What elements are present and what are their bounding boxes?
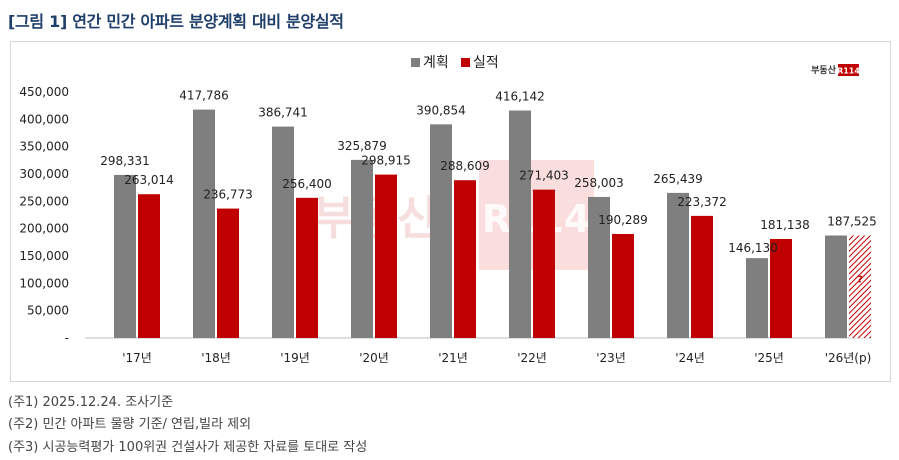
y-tick-label: 150,000 <box>19 249 69 263</box>
data-label-actual: 223,372 <box>677 195 727 209</box>
y-tick-label: 300,000 <box>19 167 69 181</box>
bar-actual <box>217 208 239 338</box>
data-label-actual: 190,289 <box>598 213 648 227</box>
data-labels: 298,331 263,014 417,786 236,773 386,741 256,4… <box>100 89 877 286</box>
x-tick-label: '24년 <box>675 351 705 365</box>
bar-plan <box>509 110 531 339</box>
data-label-plan: 386,741 <box>258 106 308 120</box>
x-tick-label: '22년 <box>517 351 547 365</box>
data-label-plan: 325,879 <box>337 139 387 153</box>
data-label-actual: ? <box>857 275 863 286</box>
legend-label-plan: 계획 <box>423 55 449 71</box>
bar-plan <box>351 159 373 338</box>
y-tick-label: - <box>65 331 69 345</box>
bar-plan <box>193 109 215 338</box>
bar-actual <box>612 233 634 338</box>
data-label-actual: 271,403 <box>519 169 569 183</box>
legend-swatch-plan <box>411 58 420 67</box>
x-tick-label: '19년 <box>280 351 310 365</box>
bar-plan <box>667 192 689 338</box>
x-tick-label: '20년 <box>359 351 389 365</box>
bar-actual <box>533 189 555 338</box>
chart-frame: 부동산 R114 부동산 R114 계획 실적 - 50,000 100,000 15… <box>10 41 891 382</box>
logo-text: 부동산 <box>811 64 837 76</box>
y-tick-label: 400,000 <box>19 112 69 126</box>
bar-plan <box>746 258 768 338</box>
y-tick-label: 350,000 <box>19 140 69 154</box>
data-label-actual: 236,773 <box>203 188 253 202</box>
data-label-plan: 390,854 <box>416 103 466 117</box>
y-tick-label: 50,000 <box>27 304 69 318</box>
legend-label-actual: 실적 <box>473 55 499 71</box>
data-label-actual: 256,400 <box>282 177 332 191</box>
bar-actual-forecast <box>849 235 871 338</box>
bars <box>114 109 871 339</box>
x-tick-label: '18년 <box>201 351 231 365</box>
data-label-plan: 417,786 <box>179 89 229 103</box>
data-label-actual: 263,014 <box>124 173 174 187</box>
bar-actual <box>691 215 713 338</box>
note-1: (주1) 2025.12.24. 조사기준 <box>8 395 174 410</box>
data-label-actual: 298,915 <box>361 154 411 168</box>
data-label-plan: 265,439 <box>653 172 703 186</box>
x-tick-label: '26년(p) <box>825 351 872 365</box>
x-tick-label: '21년 <box>438 351 468 365</box>
data-label-actual: 288,609 <box>440 159 490 173</box>
bar-actual <box>454 180 476 338</box>
data-label-plan: 258,003 <box>574 176 624 190</box>
data-label-actual: 181,138 <box>760 218 810 232</box>
y-tick-label: 100,000 <box>19 276 69 290</box>
data-label-plan: 187,525 <box>827 214 877 228</box>
y-axis: - 50,000 100,000 150,000 200,000 250,000 300,0… <box>19 85 69 345</box>
bar-actual <box>138 194 160 338</box>
note-3: (주3) 시공능력평가 100위권 건설사가 제공한 자료를 토대로 작성 <box>8 440 368 455</box>
x-tick-label: '23년 <box>596 351 626 365</box>
note-2: (주2) 민간 아파트 물량 기준/ 연립,빌라 제외 <box>8 417 252 432</box>
logo-mark-box <box>838 64 859 76</box>
bar-plan <box>114 174 136 338</box>
legend: 계획 실적 <box>411 55 499 71</box>
bar-plan <box>272 126 294 338</box>
x-tick-label: '17년 <box>122 351 152 365</box>
bar-actual <box>770 238 792 338</box>
legend-swatch-actual <box>461 58 470 67</box>
figure-title: [그림 1] 연간 민간 아파트 분양계획 대비 분양실적 <box>8 12 344 31</box>
y-tick-label: 200,000 <box>19 222 69 236</box>
data-label-plan: 298,331 <box>100 154 150 168</box>
bar-actual <box>296 197 318 338</box>
bar-actual <box>375 174 397 338</box>
x-axis: '17년 '18년 '19년 '20년 '21년 '22년 '23년 '24년 '25년 '26년… <box>85 337 872 365</box>
y-tick-label: 250,000 <box>19 194 69 208</box>
bar-plan <box>588 196 610 338</box>
bar-plan <box>825 235 847 338</box>
logo-mark-text: R114 <box>837 67 860 76</box>
chart: 부동산 R114 부동산 R114 계획 실적 - 50,000 100,000 15… <box>19 55 877 365</box>
data-label-plan: 416,142 <box>495 90 545 104</box>
bar-plan <box>430 124 452 338</box>
x-tick-label: '25년 <box>754 351 784 365</box>
brand-logo: 부동산 R114 <box>811 64 860 76</box>
data-label-plan: 146,130 <box>728 241 778 255</box>
y-tick-label: 450,000 <box>19 85 69 99</box>
